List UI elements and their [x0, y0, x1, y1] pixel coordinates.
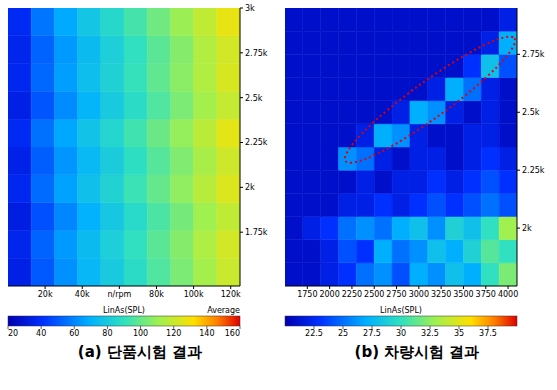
svg-text:LinAs(SPL): LinAs(SPL) [380, 306, 422, 315]
svg-text:140: 140 [199, 329, 214, 338]
svg-text:40: 40 [36, 329, 46, 338]
svg-text:3k: 3k [245, 4, 255, 13]
svg-text:20: 20 [8, 329, 18, 338]
svg-text:LinAs(SPL): LinAs(SPL) [103, 306, 145, 315]
svg-text:2750: 2750 [386, 290, 406, 299]
html-text:(b) 차량시험 결과: (b) 차량시험 결과 [354, 343, 480, 361]
svg-text:22.5: 22.5 [305, 329, 323, 338]
svg-text:n/rpm: n/rpm [107, 290, 131, 299]
svg-text:3750: 3750 [476, 290, 496, 299]
svg-text:30: 30 [396, 329, 406, 338]
svg-text:1750: 1750 [297, 290, 317, 299]
svg-text:60: 60 [69, 329, 79, 338]
svg-text:2.25k: 2.25k [522, 166, 545, 175]
svg-text:3500: 3500 [453, 290, 473, 299]
svg-text:2000: 2000 [319, 290, 339, 299]
svg-text:2.25k: 2.25k [245, 138, 268, 147]
svg-text:80k: 80k [149, 290, 164, 299]
svg-text:2250: 2250 [342, 290, 362, 299]
svg-text:27.5: 27.5 [363, 329, 381, 338]
svg-text:2k: 2k [245, 183, 255, 192]
svg-text:2.75k: 2.75k [245, 49, 268, 58]
svg-text:2500: 2500 [364, 290, 384, 299]
svg-text:Average: Average [207, 306, 240, 315]
svg-text:120: 120 [166, 329, 181, 338]
svg-text:120k: 120k [221, 290, 241, 299]
svg-text:1.75k: 1.75k [245, 228, 268, 237]
svg-text:35: 35 [454, 329, 464, 338]
svg-text:2.5k: 2.5k [522, 108, 540, 117]
svg-text:3250: 3250 [431, 290, 451, 299]
svg-text:40k: 40k [75, 290, 90, 299]
svg-text:4000: 4000 [498, 290, 518, 299]
svg-text:2.75k: 2.75k [522, 50, 545, 59]
svg-text:100k: 100k [184, 290, 204, 299]
svg-text:20k: 20k [38, 290, 53, 299]
svg-text:100: 100 [133, 329, 148, 338]
svg-text:2.5k: 2.5k [245, 94, 263, 103]
svg-text:3000: 3000 [409, 290, 429, 299]
svg-text:2k: 2k [522, 224, 532, 233]
svg-text:32.5: 32.5 [421, 329, 439, 338]
svg-text:25: 25 [338, 329, 348, 338]
svg-text:80: 80 [102, 329, 112, 338]
svg-text:37.5: 37.5 [479, 329, 497, 338]
svg-text:160: 160 [225, 329, 240, 338]
html-text:(a) 단품시험 결과: (a) 단품시험 결과 [77, 343, 203, 361]
